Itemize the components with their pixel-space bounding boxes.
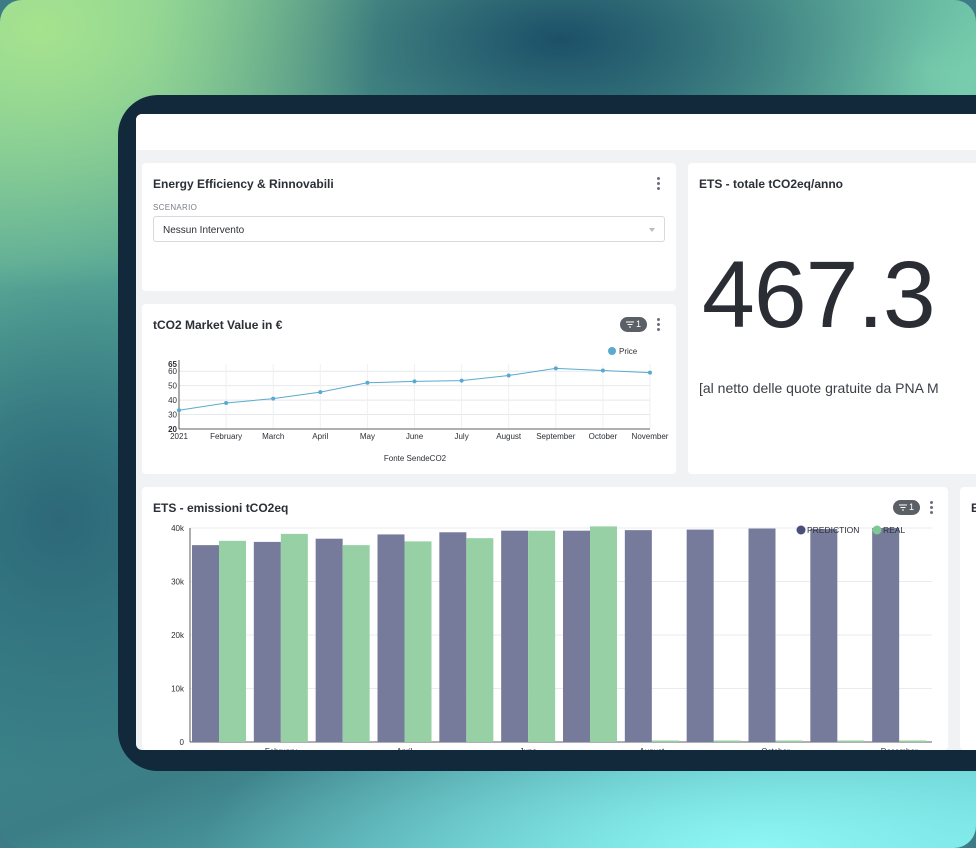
- ets-total-card: ETS - totale tCO2eq/anno 467.3 [al netto…: [688, 163, 976, 474]
- x-tick-label: August: [639, 747, 665, 750]
- x-tick-label: April: [396, 747, 412, 750]
- filter-count: 1: [909, 502, 915, 512]
- filter-icon: [899, 504, 907, 511]
- real-bar: [404, 541, 432, 742]
- price-point: [459, 378, 464, 383]
- ets-total-value: 467.3: [702, 242, 936, 348]
- prediction-bar: [192, 545, 219, 742]
- price-point: [177, 408, 181, 413]
- legend-real-label: REAL: [883, 525, 905, 535]
- x-tick-label: July: [454, 432, 468, 441]
- scenario-select-value: Nessun Intervento: [163, 225, 245, 236]
- price-point: [271, 396, 276, 401]
- prediction-bar: [686, 529, 714, 742]
- x-tick-label: November: [632, 432, 669, 441]
- price-point: [553, 366, 558, 371]
- energy-efficiency-card: Energy Efficiency & Rinnovabili SCENARIO…: [142, 163, 676, 291]
- legend-prediction-swatch: [796, 525, 806, 535]
- y-tick-label: 50: [168, 382, 177, 391]
- prediction-bar: [315, 538, 343, 742]
- partial-card: E: [960, 487, 976, 750]
- x-tick-label: May: [360, 432, 375, 441]
- real-bar: [342, 545, 370, 742]
- ets-emissions-card: ETS - emissioni tCO2eq 1 0 10k 20k 30k 40k F…: [142, 487, 948, 750]
- filter-badge[interactable]: 1: [620, 317, 648, 332]
- real-bar: [713, 740, 741, 742]
- x-axis-caption: Fonte SendeCO2: [384, 454, 447, 463]
- price-point: [648, 370, 652, 375]
- dashboard-screen: Energy Efficiency & Rinnovabili SCENARIO…: [136, 114, 976, 750]
- market-value-card: tCO2 Market Value in € 1 20 30 40 50 60 65 20…: [142, 304, 676, 474]
- x-tick-label: December: [881, 747, 918, 750]
- x-tick-label: March: [262, 432, 284, 441]
- x-tick-label: February: [210, 432, 242, 441]
- ets-emissions-title: ETS - emissioni tCO2eq: [153, 501, 289, 515]
- prediction-bar: [563, 530, 590, 742]
- y-tick-label: 65: [168, 360, 177, 369]
- real-bar: [280, 533, 308, 742]
- chevron-down-icon: [649, 228, 655, 232]
- price-point: [365, 380, 370, 385]
- emissions-bar-chart: 0 10k 20k 30k 40k February April June August Oct…: [171, 524, 932, 750]
- ets-total-note: [al netto delle quote gratuite da PNA M: [699, 380, 939, 396]
- prediction-bar: [624, 530, 652, 742]
- x-tick-label: October: [761, 747, 790, 750]
- price-point: [412, 379, 417, 384]
- legend-price-swatch: [608, 347, 616, 355]
- ets-total-title: ETS - totale tCO2eq/anno: [699, 177, 844, 191]
- y-tick-label: 40: [168, 396, 177, 405]
- x-tick-label: August: [496, 432, 522, 441]
- y-tick-label: 10k: [171, 685, 185, 694]
- real-bar: [466, 538, 494, 742]
- energy-efficiency-title: Energy Efficiency & Rinnovabili: [153, 177, 334, 191]
- y-tick-label: 20k: [171, 631, 185, 640]
- y-tick-label: 60: [168, 367, 177, 376]
- real-bar: [837, 740, 865, 742]
- filter-count: 1: [636, 319, 642, 329]
- prediction-bar: [439, 532, 467, 742]
- x-tick-label: 2021: [170, 432, 188, 441]
- y-tick-label: 40k: [171, 524, 185, 533]
- price-point: [318, 390, 323, 395]
- x-tick-label: April: [312, 432, 328, 441]
- top-bar: [136, 114, 976, 150]
- x-tick-label: October: [589, 432, 618, 441]
- legend-real-swatch: [872, 525, 882, 535]
- x-tick-label: June: [519, 747, 537, 750]
- prediction-bar: [377, 534, 405, 742]
- x-tick-label: June: [406, 432, 424, 441]
- more-options-icon[interactable]: [657, 177, 661, 191]
- real-bar: [775, 740, 803, 742]
- real-bar: [590, 526, 617, 742]
- y-tick-label: 0: [180, 738, 185, 747]
- prediction-bar: [253, 541, 281, 742]
- price-point: [224, 401, 229, 405]
- y-tick-label: 30: [168, 411, 177, 420]
- price-point: [600, 368, 605, 373]
- partial-card-title: E: [971, 501, 976, 515]
- filter-badge[interactable]: 1: [893, 500, 921, 515]
- legend-prediction-label: PREDICTION: [807, 525, 859, 535]
- real-bar: [219, 540, 246, 742]
- y-tick-label: 30k: [171, 578, 185, 587]
- real-bar: [899, 740, 927, 742]
- more-options-icon[interactable]: [930, 501, 934, 515]
- y-tick-label: 20: [168, 425, 177, 434]
- prediction-bar: [810, 529, 838, 742]
- x-tick-label: September: [536, 432, 575, 441]
- more-options-icon[interactable]: [657, 318, 661, 332]
- prediction-bar: [872, 528, 900, 742]
- filter-icon: [626, 321, 634, 328]
- real-bar: [528, 530, 556, 742]
- scenario-select[interactable]: Nessun Intervento: [153, 216, 665, 242]
- prediction-bar: [748, 528, 776, 742]
- scenario-label: SCENARIO: [153, 203, 198, 212]
- price-point: [506, 373, 511, 378]
- real-bar: [651, 740, 679, 742]
- x-tick-label: February: [265, 747, 297, 750]
- market-value-title: tCO2 Market Value in €: [153, 318, 283, 332]
- legend-price-label: Price: [619, 347, 638, 356]
- prediction-bar: [501, 530, 529, 742]
